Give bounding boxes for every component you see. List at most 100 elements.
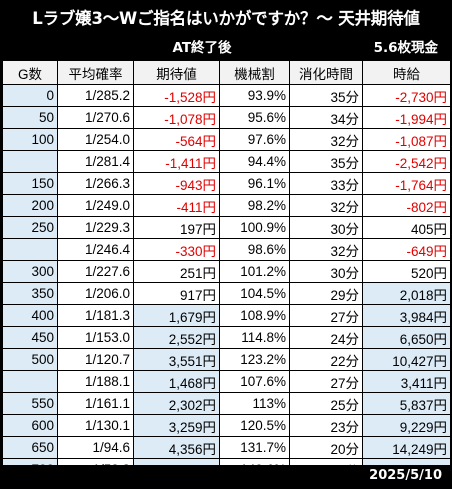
cell-time: 27分	[289, 304, 363, 327]
expectation-table: G数 平均確率 期待値 機械割 消化時間 時給 0 1/285.2 -1,528円 9…	[2, 60, 451, 481]
cell-g: 450	[2, 326, 58, 349]
cell-rate: 101.2%	[219, 260, 290, 283]
table-row: 1/188.1 1,468円 107.6% 27分 3,411円	[2, 370, 451, 393]
cell-rate: 108.9%	[219, 304, 290, 327]
cell-prob: 1/181.3	[57, 304, 134, 327]
cell-prob: 1/120.7	[57, 348, 134, 371]
cell-g: 400	[2, 304, 58, 327]
cell-time: 29分	[289, 282, 363, 305]
cell-time: 32分	[289, 238, 363, 261]
cell-time: 32分	[289, 128, 363, 151]
cell-rate: 107.6%	[219, 370, 290, 393]
cell-g: 300	[2, 260, 58, 283]
cell-prob: 1/188.1	[57, 370, 134, 393]
table-row: 250 1/229.3 197円 100.9% 30分 405円	[2, 216, 451, 239]
cell-ev: -330円	[133, 238, 220, 261]
footer-date: 2025/5/10	[369, 468, 442, 483]
table-row: 400 1/181.3 1,679円 108.9% 27分 3,984円	[2, 304, 451, 327]
table-row: 100 1/254.0 -564円 97.6% 32分 -1,087円	[2, 128, 451, 151]
cell-ev: 3,259円	[133, 414, 220, 437]
cell-wage: 3,411円	[362, 370, 451, 393]
col-header-ev: 期待値	[133, 60, 220, 85]
cell-ev: 2,302円	[133, 392, 220, 415]
cell-ev: 3,551円	[133, 348, 220, 371]
table-row: 500 1/120.7 3,551円 123.2% 22分 10,427円	[2, 348, 451, 371]
col-header-wage: 時給	[362, 60, 451, 85]
cell-prob: 1/94.6	[57, 436, 134, 459]
cell-time: 30分	[289, 216, 363, 239]
table-row: 350 1/206.0 917円 104.5% 29分 2,018円	[2, 282, 451, 305]
table-row: 1/281.4 -1,411円 94.4% 35分 -2,542円	[2, 150, 451, 173]
cell-prob: 1/254.0	[57, 128, 134, 151]
cell-prob: 1/266.3	[57, 172, 134, 195]
cell-wage: 6,650円	[362, 326, 451, 349]
cell-g: 650	[2, 436, 58, 459]
cell-time: 25分	[289, 392, 363, 415]
cell-time: 32分	[289, 194, 363, 217]
cell-rate: 100.9%	[219, 216, 290, 239]
table-row: 650 1/94.6 4,356円 131.7% 20分 14,249円	[2, 436, 451, 459]
cell-time: 23分	[289, 414, 363, 437]
table-header-row: G数 平均確率 期待値 機械割 消化時間 時給	[2, 60, 451, 85]
cell-g	[2, 238, 58, 261]
cell-rate: 97.6%	[219, 128, 290, 151]
cell-ev: -943円	[133, 172, 220, 195]
cell-wage: 405円	[362, 216, 451, 239]
cell-ev: 1,679円	[133, 304, 220, 327]
cell-ev: 4,356円	[133, 436, 220, 459]
cell-wage: 9,229円	[362, 414, 451, 437]
cell-ev: -411円	[133, 194, 220, 217]
cell-g: 150	[2, 172, 58, 195]
cell-prob: 1/246.4	[57, 238, 134, 261]
cell-rate: 113%	[219, 392, 290, 415]
cell-prob: 1/229.3	[57, 216, 134, 239]
cell-rate: 114.8%	[219, 326, 290, 349]
footer: 2025/5/10	[2, 465, 450, 487]
cell-wage: 10,427円	[362, 348, 451, 371]
cell-ev: 1,468円	[133, 370, 220, 393]
table-row: 450 1/153.0 2,552円 114.8% 24分 6,650円	[2, 326, 451, 349]
cell-wage: -2,730円	[362, 84, 451, 107]
cell-wage: 5,837円	[362, 392, 451, 415]
cell-rate: 131.7%	[219, 436, 290, 459]
col-header-prob: 平均確率	[57, 60, 134, 85]
cell-wage: -2,542円	[362, 150, 451, 173]
cell-time: 27分	[289, 370, 363, 393]
table-row: 150 1/266.3 -943円 96.1% 33分 -1,764円	[2, 172, 451, 195]
cell-time: 24分	[289, 326, 363, 349]
cell-time: 35分	[289, 150, 363, 173]
cell-time: 22分	[289, 348, 363, 371]
table-row: 300 1/227.6 251円 101.2% 30分 520円	[2, 260, 451, 283]
cell-prob: 1/130.1	[57, 414, 134, 437]
cell-ev: 917円	[133, 282, 220, 305]
cell-rate: 98.6%	[219, 238, 290, 261]
cell-prob: 1/227.6	[57, 260, 134, 283]
cell-rate: 94.4%	[219, 150, 290, 173]
table-row: 550 1/161.1 2,302円 113% 25分 5,837円	[2, 392, 451, 415]
cell-rate: 120.5%	[219, 414, 290, 437]
cell-wage: -1,994円	[362, 106, 451, 129]
cell-g	[2, 150, 58, 173]
cell-time: 30分	[289, 260, 363, 283]
cell-rate: 95.6%	[219, 106, 290, 129]
cell-wage: 520円	[362, 260, 451, 283]
cash-rate-label: 5.6枚現金	[373, 40, 438, 56]
cell-ev: -1,411円	[133, 150, 220, 173]
cell-wage: -649円	[362, 238, 451, 261]
cell-ev: 251円	[133, 260, 220, 283]
cell-wage: -1,087円	[362, 128, 451, 151]
cell-rate: 96.1%	[219, 172, 290, 195]
cell-prob: 1/206.0	[57, 282, 134, 305]
table-row: 50 1/270.6 -1,078円 95.6% 34分 -1,994円	[2, 106, 451, 129]
cell-ev: -564円	[133, 128, 220, 151]
table-row: 600 1/130.1 3,259円 120.5% 23分 9,229円	[2, 414, 451, 437]
cell-time: 33分	[289, 172, 363, 195]
cell-g: 500	[2, 348, 58, 371]
cell-prob: 1/281.4	[57, 150, 134, 173]
cell-wage: 3,984円	[362, 304, 451, 327]
cell-g: 350	[2, 282, 58, 305]
table-row: 200 1/249.0 -411円 98.2% 32分 -802円	[2, 194, 451, 217]
page-title: Lラブ嬢3～Wご指名はいかがですか？～ 天井期待値	[2, 2, 450, 36]
cell-rate: 98.2%	[219, 194, 290, 217]
